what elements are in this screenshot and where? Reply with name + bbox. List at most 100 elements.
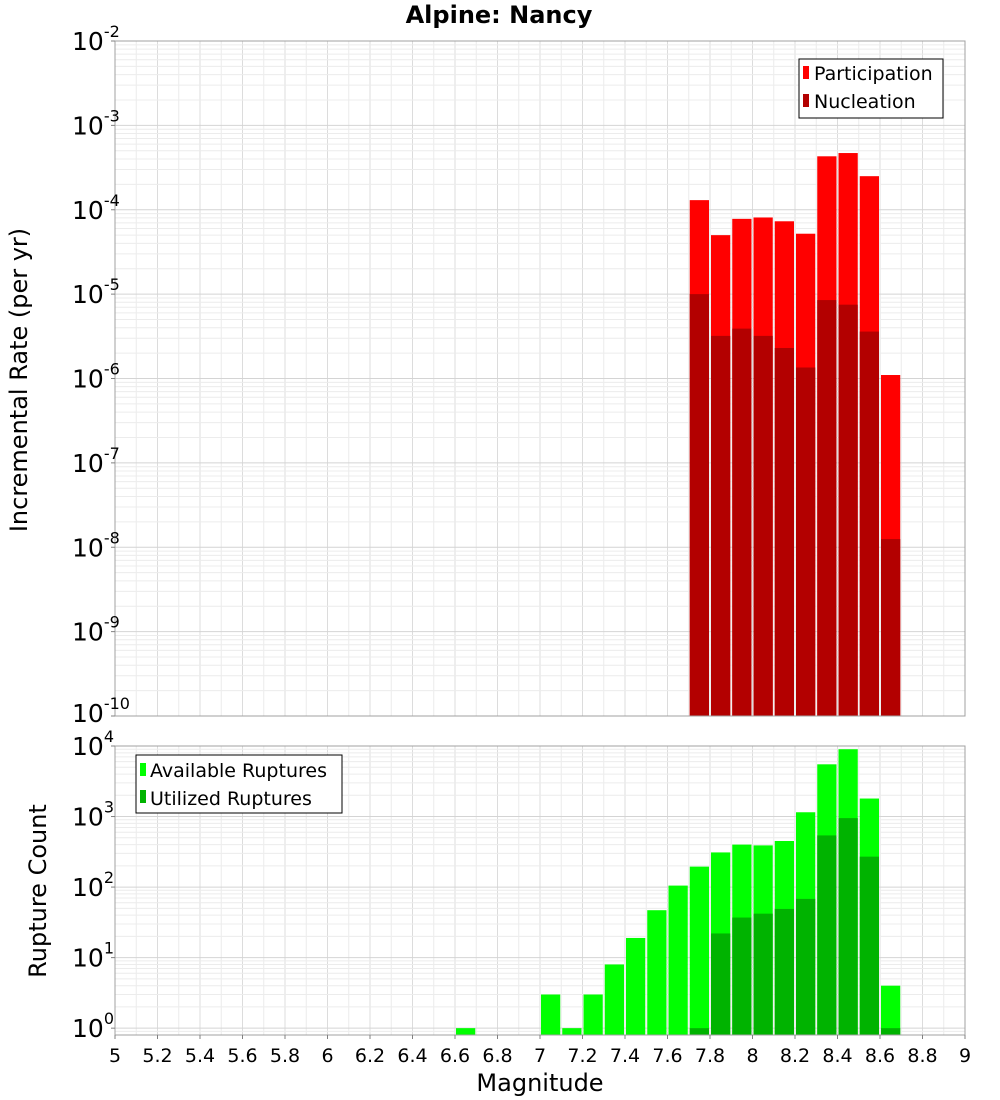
count-bar-available-ruptures xyxy=(604,964,624,1035)
rate-y-tick-label: 10-6 xyxy=(72,360,120,394)
count-bar-available-ruptures xyxy=(456,1028,476,1035)
count-bar-available-ruptures xyxy=(881,985,901,1035)
count-y-tick-base: 10 xyxy=(72,944,104,973)
rate-y-tick-label: 10-8 xyxy=(72,528,120,562)
x-tick-label: 7.4 xyxy=(610,1045,640,1067)
rate-y-tick-base: 10 xyxy=(72,618,104,647)
legend-swatch-nucleation xyxy=(803,94,809,107)
count-bar-available-ruptures xyxy=(583,994,603,1035)
rate-y-ticks: 10-210-310-410-510-610-710-810-910-10 xyxy=(72,22,130,728)
rate-bar-nucleation xyxy=(881,539,901,716)
rate-y-tick-base: 10 xyxy=(72,365,104,394)
rate-y-tick-exp: -3 xyxy=(104,106,120,125)
count-bar-utilized-ruptures xyxy=(689,1028,709,1035)
rate-y-tick-base: 10 xyxy=(72,449,104,478)
count-y-tick-base: 10 xyxy=(72,803,104,832)
count-bar-available-ruptures xyxy=(541,994,561,1035)
count-y-tick-exp: 3 xyxy=(104,798,114,817)
rate-y-axis-label: Incremental Rate (per yr) xyxy=(5,228,33,532)
rate-y-tick-base: 10 xyxy=(72,533,104,562)
count-y-tick-base: 10 xyxy=(72,873,104,902)
rate-y-tick-label: 10-2 xyxy=(72,22,120,56)
count-legend: Available Ruptures Utilized Ruptures xyxy=(135,754,343,814)
x-tick-label: 5.4 xyxy=(185,1045,215,1067)
rate-bar-nucleation xyxy=(753,335,773,716)
rate-bar-nucleation xyxy=(838,304,858,716)
legend-label-utilized: Utilized Ruptures xyxy=(150,788,312,810)
rate-y-tick-exp: -4 xyxy=(104,191,120,210)
rate-y-tick-base: 10 xyxy=(72,196,104,225)
count-bar-available-ruptures xyxy=(626,937,646,1035)
count-bar-utilized-ruptures xyxy=(774,908,794,1035)
rate-y-tick-base: 10 xyxy=(72,699,104,728)
count-bar-utilized-ruptures xyxy=(796,898,816,1035)
x-tick-label: 7.8 xyxy=(695,1045,725,1067)
rate-legend: Participation Nucleation xyxy=(798,58,944,119)
rate-bar-nucleation xyxy=(817,300,837,716)
legend-swatch-available xyxy=(140,763,146,776)
x-tick-label: 6.2 xyxy=(355,1045,385,1067)
legend-label-nucleation: Nucleation xyxy=(814,91,916,113)
rate-legend-box xyxy=(798,58,944,119)
rate-y-tick-exp: -7 xyxy=(104,444,120,463)
x-tick-label: 5.8 xyxy=(270,1045,300,1067)
rate-y-tick-label: 10-5 xyxy=(72,275,120,309)
x-tick-label: 5.6 xyxy=(227,1045,257,1067)
count-y-tick-exp: 2 xyxy=(104,868,114,887)
x-tick-label: 6.8 xyxy=(482,1045,512,1067)
x-tick-label: 8.6 xyxy=(865,1045,895,1067)
count-bar-utilized-ruptures xyxy=(859,856,879,1035)
rate-y-tick-exp: -9 xyxy=(104,613,120,632)
x-tick-label: 6.6 xyxy=(440,1045,470,1067)
count-y-axis-label: Rupture Count xyxy=(24,804,52,978)
x-tick-label: 7 xyxy=(534,1045,546,1067)
legend-label-available: Available Ruptures xyxy=(150,760,327,782)
count-y-tick-exp: 4 xyxy=(104,727,114,746)
legend-swatch-participation xyxy=(803,66,809,79)
x-tick-label: 6.4 xyxy=(397,1045,427,1067)
x-tick-label: 8.4 xyxy=(822,1045,852,1067)
x-ticks: 5 5.2 5.4 5.6 5.8 6 6.2 6.4 6.6 6.8 7 7.2 7.4 7.6 7.8 8… xyxy=(109,1035,971,1067)
x-tick-label: 6 xyxy=(321,1045,333,1067)
count-bar-utilized-ruptures xyxy=(732,917,752,1035)
legend-label-participation: Participation xyxy=(814,63,933,85)
count-y-tick-label: 103 xyxy=(72,798,114,832)
count-bar-available-ruptures xyxy=(562,1028,582,1035)
rate-y-tick-label: 10-10 xyxy=(72,694,130,728)
rate-bar-nucleation xyxy=(732,328,752,716)
count-bar-utilized-ruptures xyxy=(753,913,773,1035)
rate-y-tick-exp: -8 xyxy=(104,528,120,547)
count-bar-utilized-ruptures xyxy=(817,835,837,1035)
x-tick-label: 8.8 xyxy=(907,1045,937,1067)
rate-bar-nucleation xyxy=(796,367,816,716)
count-bar-available-ruptures xyxy=(689,866,709,1035)
rate-y-tick-label: 10-4 xyxy=(72,191,120,225)
legend-swatch-utilized xyxy=(140,790,146,803)
x-tick-label: 5.2 xyxy=(142,1045,172,1067)
rate-panel: 10-210-310-410-510-610-710-810-910-10 Al… xyxy=(5,1,966,728)
rate-y-tick-label: 10-7 xyxy=(72,444,120,478)
rate-y-tick-exp: -10 xyxy=(104,694,130,713)
count-y-tick-label: 102 xyxy=(72,868,114,902)
rate-y-tick-label: 10-9 xyxy=(72,613,120,647)
x-tick-label: 5 xyxy=(109,1045,121,1067)
rate-y-tick-base: 10 xyxy=(72,27,104,56)
chart-title: Alpine: Nancy xyxy=(406,1,593,29)
x-tick-label: 8 xyxy=(746,1045,758,1067)
x-tick-label: 7.6 xyxy=(652,1045,682,1067)
rate-grid xyxy=(115,41,965,716)
x-tick-label: 8.2 xyxy=(780,1045,810,1067)
count-bar-utilized-ruptures xyxy=(838,818,858,1035)
count-legend-box xyxy=(135,754,343,814)
rate-bars xyxy=(689,153,901,717)
count-y-tick-base: 10 xyxy=(72,1014,104,1043)
rate-y-tick-exp: -5 xyxy=(104,275,120,294)
rate-bar-nucleation xyxy=(711,335,731,716)
count-y-tick-label: 101 xyxy=(72,939,114,973)
rate-y-tick-base: 10 xyxy=(72,280,104,309)
count-y-tick-exp: 0 xyxy=(104,1009,114,1028)
count-y-tick-exp: 1 xyxy=(104,939,114,958)
